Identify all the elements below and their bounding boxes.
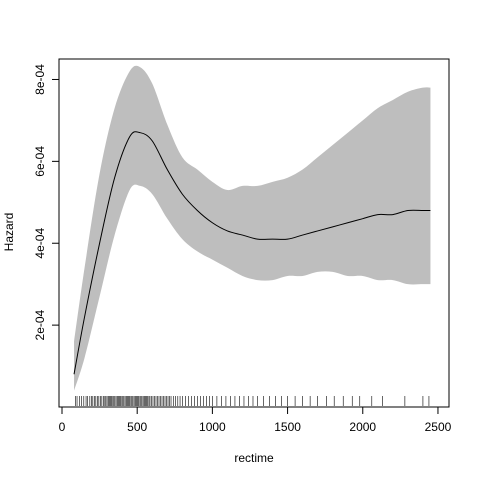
y-tick-label: 6e-04 <box>33 146 47 177</box>
confidence-band <box>74 65 431 391</box>
y-axis-label: Hazard <box>2 213 16 252</box>
x-axis-label: rectime <box>234 451 274 465</box>
x-tick-label: 2500 <box>425 420 452 434</box>
x-tick-label: 1500 <box>274 420 301 434</box>
confidence-band-layer <box>74 65 431 391</box>
y-axis: 2e-04 4e-04 6e-04 8e-04 <box>33 64 60 340</box>
x-tick-label: 1000 <box>199 420 226 434</box>
hazard-estimate-line <box>73 131 431 375</box>
y-tick-label: 4e-04 <box>33 228 47 259</box>
y-tick-label: 8e-04 <box>33 64 47 95</box>
rug-layer <box>75 396 430 406</box>
x-tick-label: 500 <box>127 420 147 434</box>
x-axis: 0 500 1000 1500 2000 2500 <box>59 406 452 434</box>
estimate-line-layer <box>73 131 431 375</box>
x-tick-label: 0 <box>59 420 66 434</box>
y-tick-label: 2e-04 <box>33 309 47 340</box>
x-tick-label: 2000 <box>349 420 376 434</box>
